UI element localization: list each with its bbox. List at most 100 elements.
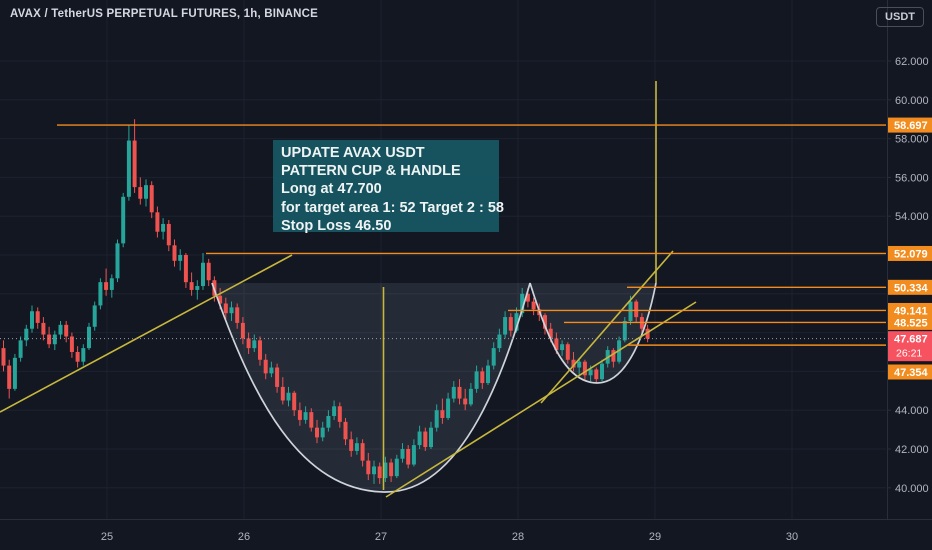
- candle-body: [468, 388, 473, 405]
- candle-body: [144, 185, 148, 199]
- candle-body: [64, 324, 69, 337]
- candle-body: [246, 338, 251, 349]
- candle-body: [240, 322, 245, 339]
- annotation-line-4: for target area 1: 52 Target 2 : 58: [281, 199, 504, 216]
- price-axis-label: 58.000: [895, 134, 929, 146]
- candle-body: [229, 307, 234, 314]
- candle-body: [417, 431, 422, 446]
- candle-body: [1, 348, 6, 366]
- price-axis-label: 44.000: [895, 405, 929, 417]
- candle-body: [30, 311, 34, 329]
- trend-line[interactable]: [385, 301, 697, 498]
- candle-body: [531, 301, 536, 310]
- candle-body: [594, 369, 599, 380]
- candle-body: [320, 427, 325, 438]
- candle-body: [372, 466, 376, 475]
- price-axis-label: 42.000: [895, 444, 929, 456]
- candle-body: [195, 286, 200, 290]
- candle-body: [109, 278, 114, 290]
- candle-body: [155, 212, 160, 232]
- candle-body: [406, 449, 411, 465]
- time-axis-label: 29: [649, 531, 661, 543]
- candle-body: [132, 140, 137, 188]
- candle-body: [354, 443, 359, 451]
- price-line-label-text: 58.697: [894, 120, 928, 132]
- trend-line[interactable]: [540, 250, 674, 404]
- time-axis-label: 26: [238, 531, 250, 543]
- candle-body: [52, 334, 57, 345]
- currency-toggle-button[interactable]: USDT: [876, 7, 924, 27]
- candle-body: [47, 334, 52, 345]
- candle-body: [474, 371, 479, 389]
- cup-curve[interactable]: [211, 282, 531, 493]
- price-line-label: [887, 245, 932, 261]
- candle-body: [400, 449, 405, 459]
- candle-body: [560, 344, 565, 351]
- candle-body: [218, 295, 223, 304]
- candle-body: [126, 140, 131, 197]
- current-price-text: 47.687: [894, 334, 928, 346]
- cup-handle-layer[interactable]: [211, 282, 657, 493]
- candle-body: [411, 445, 416, 465]
- candle-body: [81, 348, 86, 362]
- candle-body: [514, 313, 519, 331]
- candle-body: [377, 466, 382, 479]
- price-axis-label: 62.000: [895, 56, 929, 68]
- candle-body: [69, 336, 74, 352]
- trend-line[interactable]: [0, 254, 293, 413]
- candle-body: [571, 359, 576, 368]
- time-axis-label: 28: [512, 531, 524, 543]
- cup-fill: [212, 283, 530, 492]
- candle-body: [457, 386, 462, 399]
- candle-body: [588, 369, 593, 376]
- trendlines-layer[interactable]: [0, 81, 697, 498]
- candle-body: [12, 357, 17, 389]
- price-axis-label: 40.000: [895, 483, 929, 495]
- candle-body: [315, 427, 319, 438]
- candle-body: [138, 187, 143, 199]
- candle-body: [24, 328, 29, 341]
- candle-body: [548, 328, 553, 339]
- price-line-label: [887, 279, 932, 295]
- candle-body: [235, 307, 240, 323]
- candle-body: [115, 243, 120, 279]
- candle-body: [577, 361, 582, 368]
- candle-body: [206, 262, 211, 281]
- candle-body: [263, 359, 268, 374]
- candle-body: [269, 367, 274, 374]
- candle-body: [520, 293, 525, 314]
- price-line-label: [887, 314, 932, 330]
- price-line-label-text: 52.079: [894, 248, 928, 260]
- candle-body: [292, 392, 297, 411]
- candle-body: [172, 245, 177, 261]
- price-line-label: [887, 302, 932, 318]
- symbol-title: AVAX / TetherUS PERPETUAL FUTURES, 1h, B…: [10, 8, 319, 20]
- candle-body: [508, 317, 513, 331]
- candle-body: [58, 324, 63, 335]
- candle-body: [98, 282, 103, 306]
- candle-body: [429, 427, 433, 448]
- price-line-label-text: 50.334: [894, 282, 929, 294]
- candle-body: [166, 223, 171, 246]
- annotation-line-3: Long at 47.700: [281, 181, 382, 198]
- price-axis-label: 56.000: [895, 172, 929, 184]
- candle-body: [451, 386, 456, 399]
- candle-body: [337, 406, 342, 422]
- time-axis-label: 27: [375, 531, 387, 543]
- candle-body: [223, 303, 228, 314]
- time-axis-label: 25: [101, 531, 113, 543]
- candle-body: [258, 340, 262, 360]
- price-line-label: [887, 364, 932, 380]
- candle-body: [628, 301, 633, 321]
- candle-body: [611, 350, 616, 362]
- candle-body: [343, 421, 348, 440]
- bar-countdown-text: 26:21: [896, 348, 922, 360]
- annotation-note[interactable]: UPDATE AVAX USDT PATTERN CUP & HANDLE Lo…: [273, 140, 504, 234]
- handle-curve[interactable]: [529, 282, 657, 384]
- candle-body: [201, 262, 205, 287]
